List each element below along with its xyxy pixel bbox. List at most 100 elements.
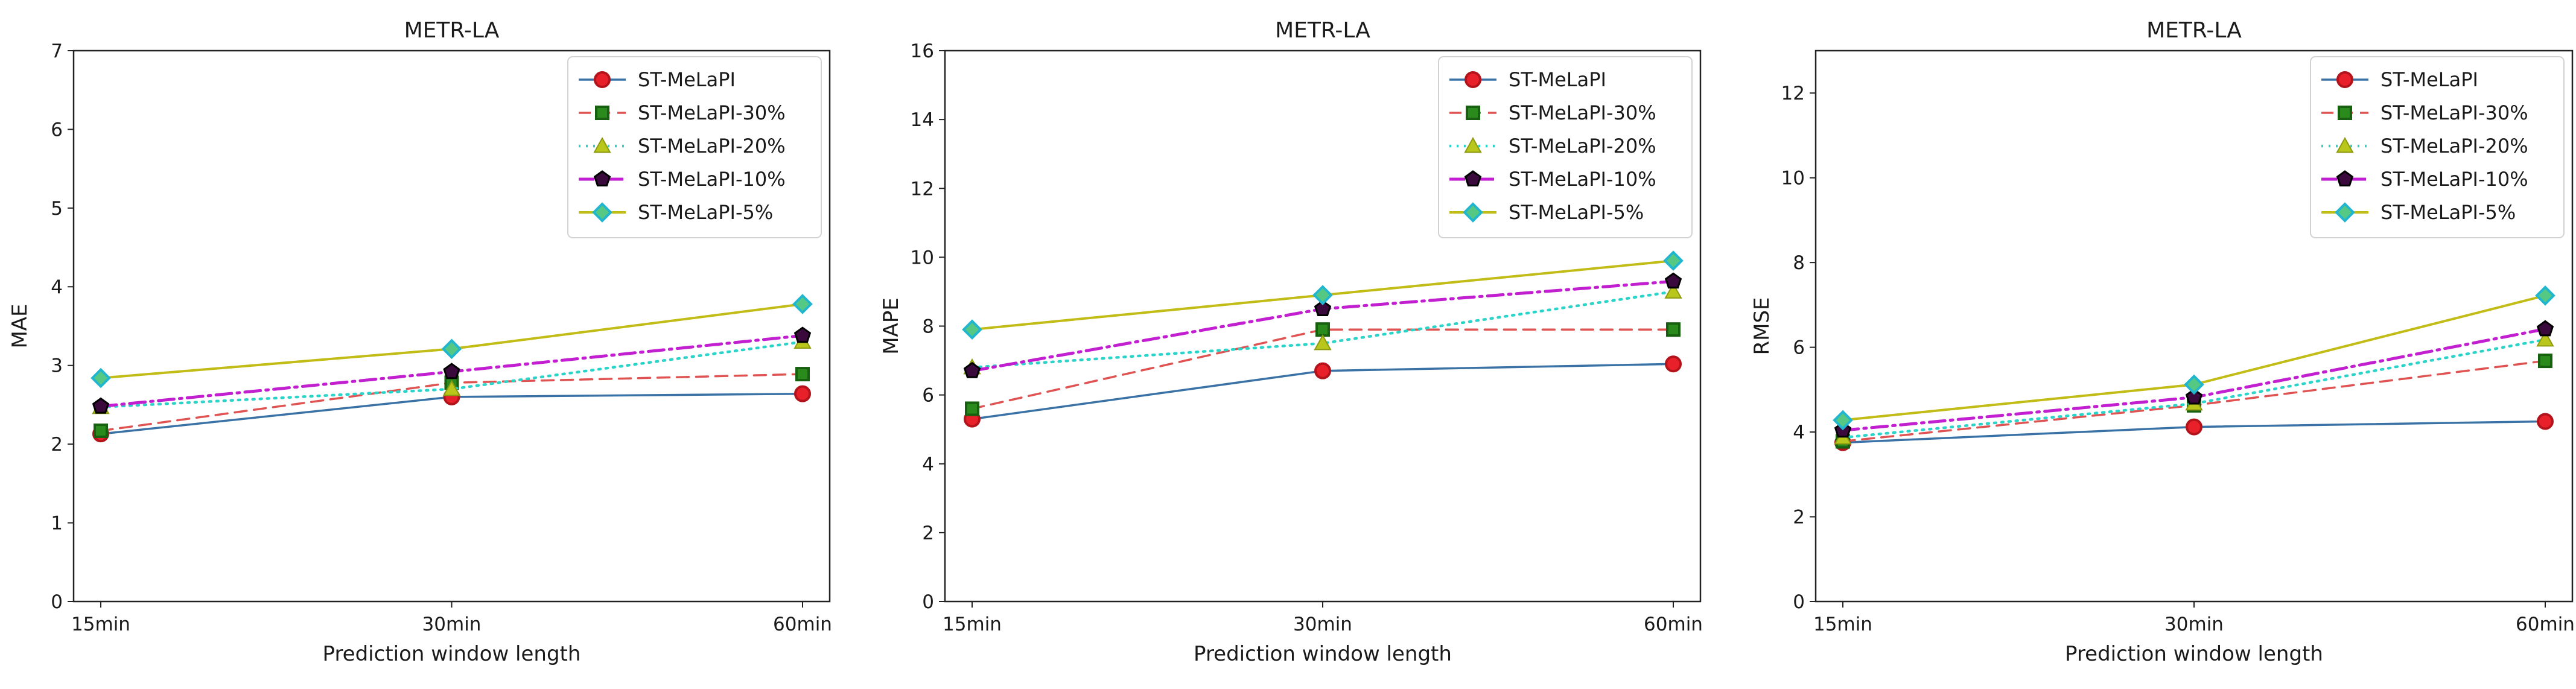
x-axis-label: Prediction window length xyxy=(323,642,581,666)
y-tick-label: 6 xyxy=(922,385,934,407)
data-point xyxy=(965,401,979,416)
data-point xyxy=(94,423,108,438)
legend-box xyxy=(1438,56,1693,238)
x-tick-label: 60min xyxy=(2516,614,2575,635)
series-line xyxy=(99,340,804,409)
data-point xyxy=(1663,250,1684,271)
legend-label: ST-MeLaPI-5% xyxy=(638,201,773,224)
data-point xyxy=(1314,362,1331,379)
chart-title: METR-LA xyxy=(2146,18,2242,43)
legend-marker xyxy=(1463,202,1483,223)
x-tick-label: 60min xyxy=(1644,614,1703,635)
data-point xyxy=(2538,354,2552,369)
chart-2: METR-LA 0 2 4 6 8 10 12 14 16 15min 30min 60min Predi… xyxy=(879,18,1703,666)
series-line xyxy=(1841,338,2547,439)
legend-label: ST-MeLaPI-10% xyxy=(1509,168,1656,191)
legend-label: ST-MeLaPI xyxy=(2380,68,2478,91)
legend-marker xyxy=(594,71,611,88)
data-point xyxy=(1315,322,1330,337)
y-tick-label: 6 xyxy=(1793,337,1805,359)
data-point xyxy=(962,319,982,340)
y-tick-label: 6 xyxy=(51,119,63,141)
data-point xyxy=(2535,285,2555,306)
series-line xyxy=(970,290,1675,369)
y-tick-label: 8 xyxy=(922,316,934,338)
x-tick-label: 15min xyxy=(71,614,130,635)
x-axis-label: Prediction window length xyxy=(2065,642,2323,666)
data-point xyxy=(1665,355,1682,373)
legend-marker xyxy=(595,106,609,120)
data-point xyxy=(91,367,111,389)
x-tick-label: 30min xyxy=(422,614,482,635)
data-point xyxy=(443,363,460,379)
y-axis-label: RMSE xyxy=(1750,297,1774,355)
chart-title: METR-LA xyxy=(1275,18,1370,43)
x-axis-label: Prediction window length xyxy=(1194,642,1452,666)
data-point xyxy=(442,379,461,396)
x-tick-label: 30min xyxy=(2164,614,2224,635)
legend-marker xyxy=(2336,71,2353,88)
legend-label: ST-MeLaPI-10% xyxy=(2380,168,2528,191)
data-point xyxy=(793,326,812,343)
y-axis-label: MAPE xyxy=(879,297,903,355)
legend-label: ST-MeLaPI-20% xyxy=(1509,135,1656,157)
data-point xyxy=(795,367,810,382)
y-tick-label: 5 xyxy=(51,198,63,220)
x-tick-label: 15min xyxy=(1813,614,1872,635)
y-tick-label: 0 xyxy=(922,591,934,613)
legend-label: ST-MeLaPI-30% xyxy=(638,101,786,124)
x-tick-label: 30min xyxy=(1293,614,1352,635)
legend-label: ST-MeLaPI-20% xyxy=(638,135,786,157)
y-tick-label: 10 xyxy=(911,247,934,268)
legend-marker xyxy=(592,202,612,223)
data-point xyxy=(1314,334,1332,351)
x-tick-label: 60min xyxy=(773,614,832,635)
y-tick-label: 1 xyxy=(51,513,63,535)
y-tick-label: 4 xyxy=(51,276,63,298)
legend-label: ST-MeLaPI xyxy=(1509,68,1606,91)
legend-label: ST-MeLaPI-5% xyxy=(1509,201,1644,224)
legend-marker xyxy=(2336,170,2354,186)
legend-marker xyxy=(1464,170,1482,186)
y-tick-label: 0 xyxy=(1793,591,1805,613)
legend-marker xyxy=(1465,71,1481,88)
legend-label: ST-MeLaPI-30% xyxy=(1509,101,1656,124)
y-tick-label: 7 xyxy=(51,40,63,62)
legend-marker xyxy=(1464,136,1482,153)
data-point xyxy=(963,361,981,378)
data-point xyxy=(1312,285,1333,305)
y-tick-label: 10 xyxy=(1781,168,1805,189)
y-tick-label: 12 xyxy=(1781,83,1805,104)
legend-label: ST-MeLaPI-30% xyxy=(2380,101,2528,124)
data-point xyxy=(1664,272,1682,289)
data-point xyxy=(2185,388,2203,405)
data-point xyxy=(794,385,811,402)
data-point xyxy=(441,338,462,360)
legend-marker xyxy=(593,170,611,186)
data-point xyxy=(2537,413,2554,430)
legend-marker xyxy=(2335,202,2355,223)
y-tick-label: 8 xyxy=(1793,252,1805,274)
legend-marker xyxy=(1466,106,1480,120)
data-point xyxy=(2536,320,2554,337)
y-tick-label: 2 xyxy=(1793,507,1805,529)
legend-label: ST-MeLaPI-5% xyxy=(2380,201,2516,224)
y-tick-label: 16 xyxy=(911,40,934,62)
x-tick-label: 15min xyxy=(943,614,1002,635)
chart-title: METR-LA xyxy=(404,18,500,43)
legend-box xyxy=(567,56,822,238)
data-point xyxy=(1833,410,1853,431)
legend-marker xyxy=(593,136,611,153)
data-point xyxy=(2186,418,2202,436)
legend-label: ST-MeLaPI-10% xyxy=(638,168,786,191)
y-tick-label: 3 xyxy=(51,355,63,377)
chart-1: METR-LA 0 1 2 3 4 5 6 7 15min 30min 60min Prediction… xyxy=(8,18,832,666)
legend-label: ST-MeLaPI xyxy=(638,68,736,91)
data-point xyxy=(2536,330,2554,347)
data-point xyxy=(1664,282,1682,299)
legend-marker xyxy=(2336,136,2354,153)
data-point xyxy=(792,294,813,314)
y-tick-label: 4 xyxy=(1793,422,1805,443)
legend-label: ST-MeLaPI-20% xyxy=(2380,135,2528,157)
